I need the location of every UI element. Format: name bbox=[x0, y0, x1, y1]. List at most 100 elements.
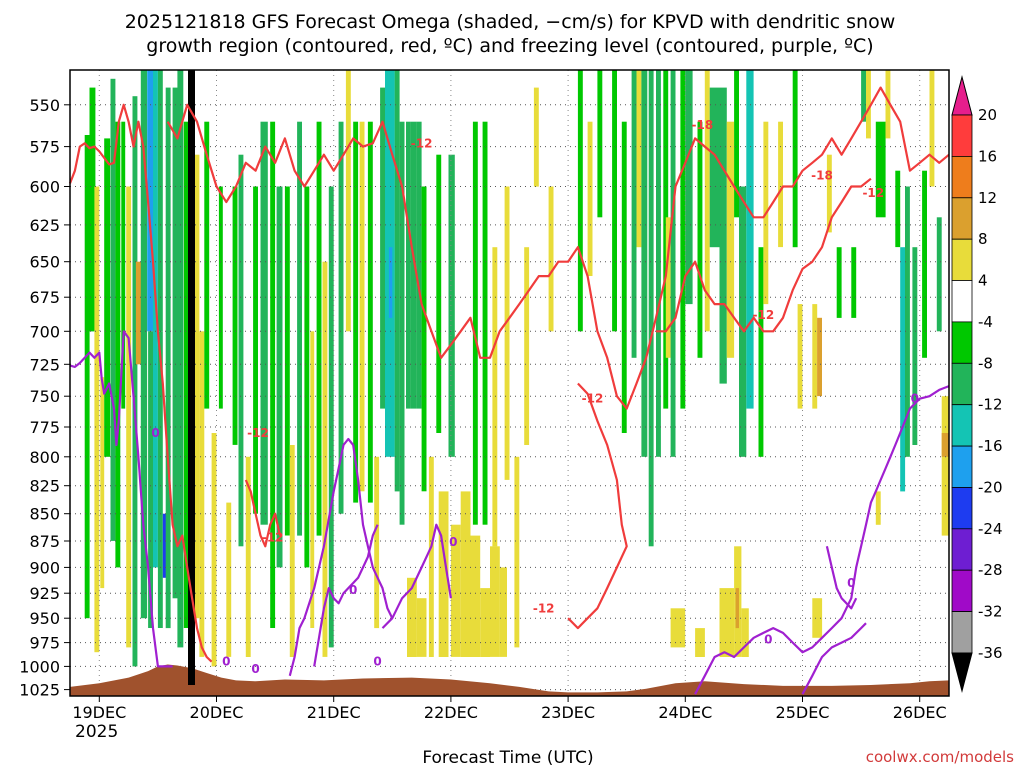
y-tick-label: 825 bbox=[29, 477, 60, 496]
omega-band bbox=[194, 154, 200, 619]
omega-band bbox=[394, 70, 400, 492]
colorbar-swatch bbox=[951, 114, 973, 157]
colorbar-swatch bbox=[951, 611, 973, 654]
y-tick-label: 775 bbox=[29, 418, 60, 437]
colorbar-tick-label: -8 bbox=[978, 354, 993, 372]
omega-band bbox=[812, 598, 823, 638]
colorbar-bottom-arrow bbox=[951, 652, 973, 693]
colorbar-tick-label: 16 bbox=[978, 147, 997, 165]
y-tick-label: 1000 bbox=[19, 657, 60, 676]
omega-band bbox=[165, 87, 171, 629]
contour-line bbox=[825, 546, 858, 610]
omega-band bbox=[304, 186, 310, 568]
contour-line bbox=[801, 622, 867, 695]
omega-band bbox=[861, 70, 866, 122]
omega-band bbox=[941, 433, 949, 457]
contours bbox=[68, 86, 950, 695]
omega-band bbox=[100, 377, 105, 589]
omega-band bbox=[758, 247, 764, 457]
contour-label: 0 bbox=[764, 633, 772, 647]
contour-label: 0 bbox=[222, 655, 230, 669]
y-tick-label: 700 bbox=[29, 322, 60, 341]
omega-band bbox=[359, 121, 365, 492]
colorbar-swatch bbox=[951, 404, 973, 447]
omega-band bbox=[162, 513, 167, 578]
omega-band bbox=[374, 456, 380, 629]
omega-band bbox=[895, 170, 901, 248]
omega-band bbox=[741, 608, 749, 657]
omega-band bbox=[726, 121, 735, 358]
omega-band bbox=[739, 186, 747, 457]
contour-label: -12 bbox=[753, 308, 775, 322]
omega-band bbox=[875, 121, 886, 218]
x-tick-label: 22DEC bbox=[424, 703, 478, 722]
y-tick-label: 875 bbox=[29, 532, 60, 551]
omega-band bbox=[157, 70, 163, 332]
x-tick-label: 25DEC bbox=[776, 703, 830, 722]
plot-frame bbox=[69, 69, 950, 697]
omega-band bbox=[284, 186, 290, 536]
y-tick-label: 900 bbox=[29, 558, 60, 577]
omega-band bbox=[587, 121, 593, 276]
omega-band bbox=[148, 331, 153, 628]
omega-band bbox=[428, 456, 434, 657]
contour-line bbox=[166, 86, 950, 410]
omega-band bbox=[597, 70, 603, 218]
omega-band bbox=[612, 70, 617, 332]
colorbar-swatch bbox=[951, 487, 973, 530]
omega-band bbox=[504, 186, 510, 480]
omega-band bbox=[94, 186, 100, 653]
contour-line bbox=[313, 524, 379, 667]
x-tick-label: 24DEC bbox=[658, 703, 712, 722]
analysis-marker-bar bbox=[188, 70, 195, 685]
omega-band bbox=[663, 70, 669, 409]
omega-band bbox=[499, 567, 507, 657]
omega-band bbox=[89, 87, 96, 332]
omega-band bbox=[875, 491, 881, 525]
omega-band bbox=[135, 261, 142, 365]
omega-band bbox=[416, 121, 422, 409]
omega-band bbox=[140, 70, 148, 619]
chart-title-line-2: growth region (contoured, red, ºC) and f… bbox=[146, 35, 873, 57]
contour-line bbox=[656, 177, 872, 333]
x-tick-label: 20DEC bbox=[190, 703, 244, 722]
colorbar-tick-label: -32 bbox=[978, 603, 1003, 621]
omega-band bbox=[232, 186, 238, 445]
omega-band bbox=[817, 317, 822, 397]
omega-band bbox=[104, 138, 111, 457]
omega-band bbox=[172, 87, 178, 599]
omega-band bbox=[548, 186, 554, 332]
contour-label: 0 bbox=[449, 535, 457, 549]
omega-band bbox=[514, 456, 520, 648]
omega-band bbox=[836, 247, 842, 318]
omega-band bbox=[115, 121, 121, 568]
omega-band bbox=[778, 121, 783, 248]
omega-band bbox=[199, 331, 205, 657]
x-axis: 19DEC 20DEC 21DEC 22DEC 23DEC 24DEC 25DEC 26DEC bbox=[72, 696, 947, 722]
omega-band bbox=[709, 87, 720, 248]
omega-band bbox=[641, 70, 648, 457]
omega-band bbox=[524, 247, 530, 445]
omega-band bbox=[177, 70, 184, 648]
omega-band bbox=[621, 121, 627, 433]
omega-band bbox=[238, 154, 244, 547]
omega-band bbox=[245, 456, 251, 657]
omega-band bbox=[685, 70, 693, 305]
omega-band bbox=[826, 154, 832, 233]
omega-band bbox=[941, 396, 949, 536]
colorbar-swatch bbox=[951, 280, 973, 323]
omega-band bbox=[719, 588, 735, 657]
y-axis: 550 575 600 625 650 675 700 725 750 775 800 825 850 8… bbox=[19, 96, 70, 700]
contour-line bbox=[567, 382, 628, 630]
omega-band bbox=[490, 546, 500, 657]
omega-band bbox=[719, 87, 727, 384]
omega-band bbox=[470, 535, 481, 657]
omega-band bbox=[905, 186, 910, 457]
omega-band bbox=[132, 96, 138, 667]
omega-band bbox=[792, 70, 798, 248]
omega-band bbox=[900, 247, 906, 492]
omega-band bbox=[851, 247, 857, 318]
omega-band bbox=[670, 70, 676, 457]
contour-label: -12 bbox=[862, 186, 884, 200]
